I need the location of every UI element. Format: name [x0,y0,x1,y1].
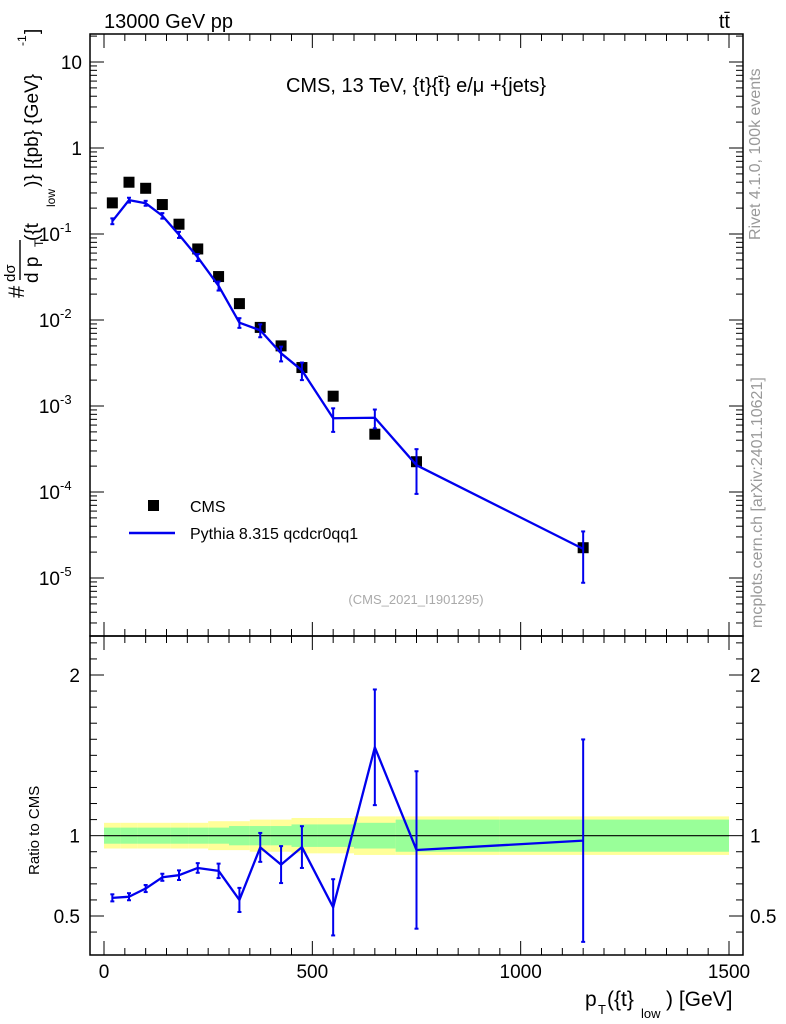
plot-title: CMS, 13 TeV, {t}{t̄} e/μ +{jets} [286,75,546,97]
legend-cms-marker [148,500,159,511]
y-label-denominator: d p [22,257,43,283]
x-label-p: p [585,988,597,1011]
axes-ticks [90,34,743,955]
data-series [106,176,589,943]
main-y-tick-label: 10 [61,53,82,74]
cms-data-point [233,298,245,310]
main-y-tick-exponent: -4 [60,478,72,493]
legend: CMS Pythia 8.315 qcdcr0qq1 [129,499,358,543]
mcplots-label: mcplots.cern.ch [arXiv:2401.10621] [749,377,766,628]
main-y-tick-label: 10 [39,483,60,504]
cms-data-point [327,390,339,402]
cms-data-point [173,218,185,230]
main-y-tick-exponent: -1 [60,220,72,235]
x-tick-label: 0 [99,962,110,983]
main-y-tick-exponent: -3 [60,392,72,407]
ratio-y-tick-label-right: 1 [750,827,761,848]
y-label-denominator-sub: T [32,239,46,247]
x-axis-label: p T ({t} low ) [GeV] [585,988,733,1021]
y-label-exponent: -1 [15,35,29,46]
main-y-tick-label: 10 [39,311,60,332]
x-label-low: low [641,1006,661,1021]
x-label-T: T [598,1002,606,1017]
main-y-tick-exponent: -5 [60,564,72,579]
ratio-uncertainty-bands [104,816,729,855]
legend-cms-label: CMS [190,499,226,516]
plot-frames [89,33,744,956]
cms-data-point [123,176,135,188]
rivet-version-label: Rivet 4.1.0, 100k events [747,68,764,240]
cms-data-point [192,243,204,255]
analysis-id: (CMS_2021_I1901295) [348,592,483,607]
process-label: tt̄ [719,11,731,33]
y-label-numerator: dσ [2,264,19,282]
y-label-units: )} [{pb} {GeV} [22,74,43,187]
main-y-tick-exponent: -2 [60,306,72,321]
main-y-tick-label: 10 [39,397,60,418]
cms-data-point [140,182,152,194]
main-y-tick-label: 1 [71,139,82,160]
cms-data-point [213,271,225,283]
ratio-y-tick-label-right: 0.5 [750,907,776,928]
ratio-y-tick-label-left: 2 [69,666,80,687]
main-y-axis-label: # dσ d p T ({t low )} [{pb} {GeV} -1 ] [2,29,58,298]
pythia-line [111,198,584,550]
cms-data-point [369,428,381,440]
main-panel-frame [89,33,744,637]
x-label-end: ) [GeV] [666,988,733,1011]
ratio-y-tick-label-right: 2 [750,666,761,687]
main-y-tick-label: 10 [39,225,60,246]
x-tick-label: 1000 [500,962,542,983]
x-label-mid: ({t} [607,988,634,1011]
main-y-tick-label: 10 [39,569,60,590]
ratio-y-tick-label-left: 0.5 [54,907,80,928]
y-label-paren: ({t [22,222,43,241]
x-tick-label: 1500 [708,962,750,983]
cms-data-point [156,199,168,211]
y-label-hash: # [4,285,29,298]
legend-pythia-label: Pythia 8.315 qcdcr0qq1 [190,526,358,543]
ratio-y-tick-label-left: 1 [69,827,80,848]
y-label-low-sub: low [44,189,58,207]
ratio-y-axis-label: Ratio to CMS [26,786,43,875]
cms-data-point [106,197,118,209]
collision-label: 13000 GeV pp [104,11,233,33]
ratio-panel-frame [89,635,744,956]
x-tick-label: 500 [296,962,328,983]
y-label-close: ] [22,29,43,34]
